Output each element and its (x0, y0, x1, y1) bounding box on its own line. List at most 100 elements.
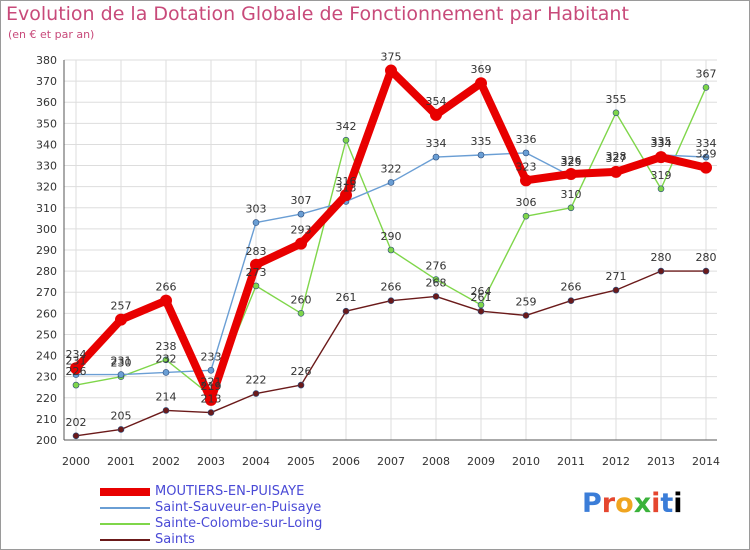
x-tick-label: 2006 (332, 455, 360, 468)
data-label: 313 (336, 181, 357, 194)
data-point (565, 168, 577, 180)
data-point (432, 293, 440, 300)
data-point (612, 286, 620, 294)
data-label: 260 (291, 293, 312, 306)
legend-label: Saint-Sauveur-en-Puisaye (155, 500, 322, 515)
legend-label: Saints (155, 532, 195, 547)
data-point (387, 179, 395, 186)
data-label: 326 (561, 154, 582, 167)
data-label: 283 (246, 245, 267, 258)
data-label: 316 (336, 175, 357, 188)
y-tick-label: 320 (36, 181, 57, 194)
data-label: 268 (426, 276, 447, 289)
data-point (477, 301, 485, 309)
data-label: 329 (696, 148, 717, 161)
data-label: 334 (696, 137, 717, 150)
data-point (252, 282, 260, 290)
data-point (567, 204, 575, 212)
data-point (522, 312, 530, 319)
data-label: 276 (426, 260, 447, 273)
legend-label: MOUTIERS-EN-PUISAYE (155, 484, 305, 499)
x-tick-label: 2007 (377, 455, 405, 468)
data-label: 327 (606, 152, 627, 165)
x-tick-label: 2014 (692, 455, 720, 468)
legend-swatch (100, 523, 150, 525)
data-label: 221 (201, 376, 222, 389)
data-point (252, 219, 260, 226)
y-tick-label: 280 (36, 265, 57, 278)
y-tick-label: 350 (36, 117, 57, 130)
y-tick-label: 290 (36, 244, 57, 257)
y-tick-label: 220 (36, 392, 57, 405)
data-point (117, 426, 125, 433)
x-tick-label: 2000 (62, 455, 90, 468)
data-label: 319 (651, 169, 672, 182)
data-label: 226 (66, 365, 87, 378)
data-label: 334 (426, 137, 447, 150)
data-point (115, 313, 127, 326)
data-point (432, 153, 440, 161)
data-point (612, 109, 620, 117)
data-point (207, 409, 215, 416)
data-label: 342 (336, 120, 357, 133)
data-point (295, 237, 307, 250)
x-tick-label: 2004 (242, 455, 270, 468)
data-label: 290 (381, 230, 402, 243)
data-point (432, 276, 440, 283)
data-label: 230 (111, 357, 132, 370)
legend-swatch (100, 539, 150, 541)
y-tick-label: 340 (36, 138, 57, 151)
y-tick-label: 300 (36, 223, 57, 236)
data-label: 205 (111, 409, 132, 422)
y-tick-label: 260 (36, 307, 57, 320)
x-tick-label: 2010 (512, 455, 540, 468)
logo-letter: i (651, 488, 661, 519)
x-tick-label: 2012 (602, 455, 630, 468)
y-tick-label: 360 (36, 96, 57, 109)
x-tick-label: 2002 (152, 455, 180, 468)
data-label: 335 (471, 135, 492, 148)
y-tick-label: 330 (36, 160, 57, 173)
data-point (520, 174, 532, 187)
data-point (72, 381, 80, 389)
data-label: 375 (381, 51, 402, 64)
data-point (250, 258, 262, 271)
x-tick-label: 2005 (287, 455, 315, 468)
data-label: 232 (156, 352, 177, 365)
data-point (342, 136, 350, 144)
data-point (610, 165, 622, 178)
data-label: 214 (156, 390, 177, 403)
chart-subtitle: (en € et par an) (8, 28, 95, 41)
data-label: 325 (561, 156, 582, 169)
data-point (72, 432, 80, 440)
x-tick-label: 2011 (557, 455, 585, 468)
data-point (117, 371, 125, 378)
data-label: 354 (426, 95, 447, 108)
x-tick-label: 2001 (107, 455, 135, 468)
data-point (477, 307, 485, 315)
x-tick-label: 2013 (647, 455, 675, 468)
data-label: 231 (111, 355, 132, 368)
data-label: 261 (471, 291, 492, 304)
y-tick-label: 210 (36, 413, 57, 426)
data-point (567, 297, 575, 304)
data-point (207, 367, 215, 374)
data-point (297, 210, 305, 218)
data-label: 219 (201, 380, 222, 393)
data-label: 280 (696, 251, 717, 264)
data-point (387, 246, 395, 254)
data-point (430, 108, 442, 121)
line-chart: 200 210 220 230 240 250 260 270 280 290 300 310 320 3… (36, 51, 720, 468)
x-tick-label: 2003 (197, 455, 225, 468)
data-point (162, 356, 170, 364)
logo-letter: x (633, 488, 652, 519)
data-label: 307 (291, 194, 312, 207)
data-point (160, 294, 172, 307)
data-label: 303 (246, 203, 267, 216)
data-label: 355 (606, 93, 627, 106)
data-label: 213 (201, 393, 222, 406)
data-point (70, 362, 82, 375)
data-point (297, 381, 305, 389)
data-label: 261 (336, 291, 357, 304)
data-label: 328 (606, 150, 627, 163)
